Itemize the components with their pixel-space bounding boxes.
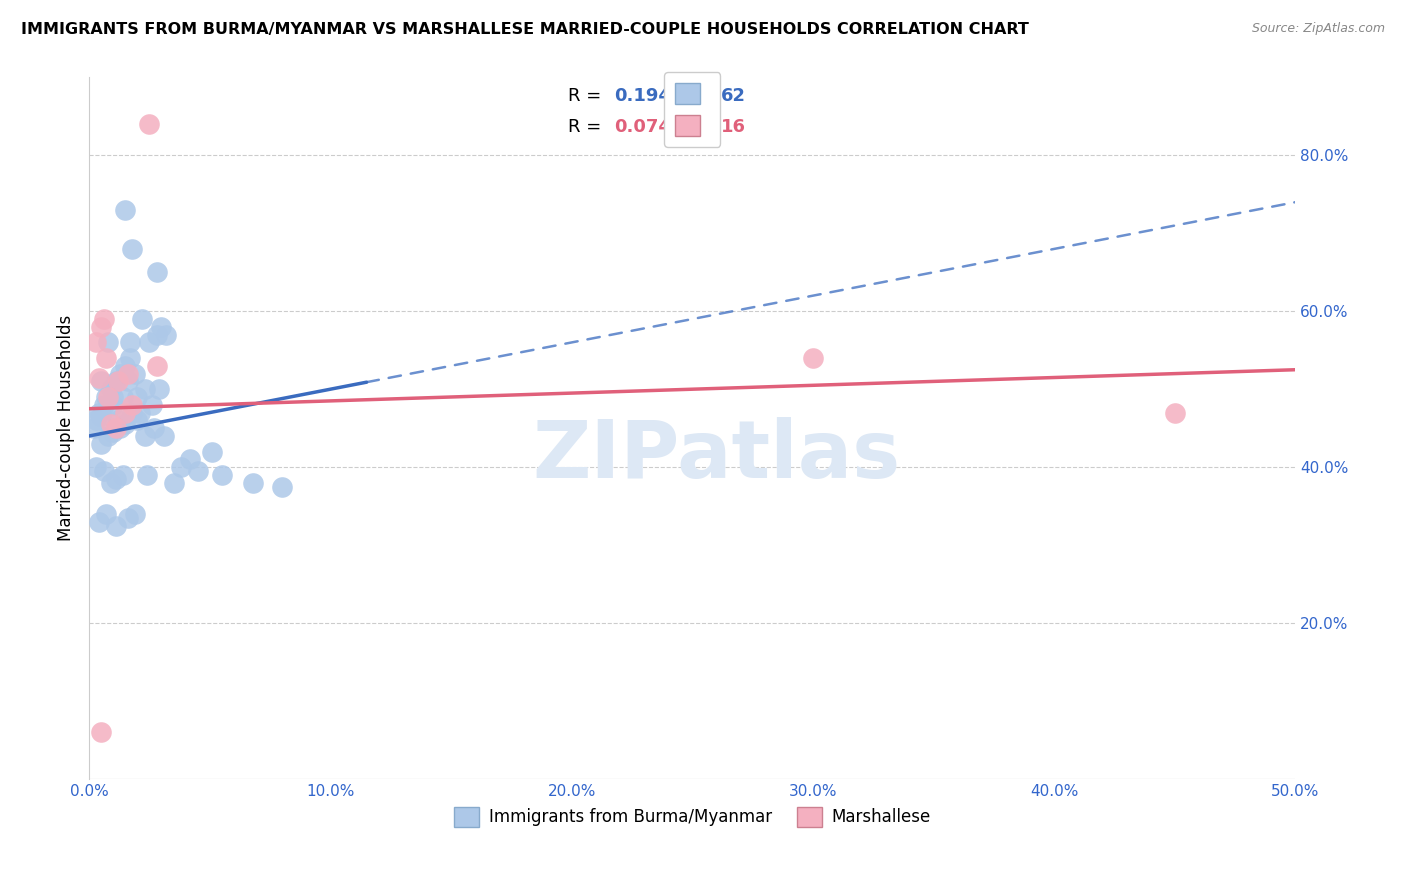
Point — [145, 359, 167, 373]
Legend: Immigrants from Burma/Myanmar, Marshallese: Immigrants from Burma/Myanmar, Marshalle… — [447, 800, 938, 834]
Text: ZIPatlas: ZIPatlas — [533, 417, 900, 495]
Point — [187, 464, 209, 478]
Point — [128, 406, 150, 420]
Point — [111, 390, 134, 404]
Point — [84, 413, 107, 427]
Point — [121, 242, 143, 256]
Point — [155, 327, 177, 342]
Point — [87, 515, 110, 529]
Point — [94, 351, 117, 365]
Point — [127, 390, 149, 404]
Text: 0.194: 0.194 — [614, 87, 671, 105]
Point — [211, 467, 233, 482]
Point — [138, 335, 160, 350]
Text: IMMIGRANTS FROM BURMA/MYANMAR VS MARSHALLESE MARRIED-COUPLE HOUSEHOLDS CORRELATI: IMMIGRANTS FROM BURMA/MYANMAR VS MARSHAL… — [21, 22, 1029, 37]
Point — [103, 390, 125, 404]
Point — [83, 421, 105, 435]
Text: R =: R = — [568, 87, 607, 105]
Point — [90, 725, 112, 739]
Point — [90, 319, 112, 334]
Point — [84, 460, 107, 475]
Point — [87, 370, 110, 384]
Point — [150, 319, 173, 334]
Point — [103, 425, 125, 439]
Point — [162, 475, 184, 490]
Point — [145, 327, 167, 342]
Point — [100, 382, 122, 396]
Point — [93, 398, 115, 412]
Point — [271, 480, 294, 494]
Point — [94, 390, 117, 404]
Point — [120, 335, 142, 350]
Point — [114, 202, 136, 217]
Point — [114, 359, 136, 373]
Point — [136, 467, 159, 482]
Point — [104, 375, 127, 389]
Y-axis label: Married-couple Households: Married-couple Households — [58, 315, 75, 541]
Point — [141, 398, 163, 412]
Point — [121, 398, 143, 412]
Point — [104, 472, 127, 486]
Point — [801, 351, 824, 365]
Text: R =: R = — [568, 118, 607, 136]
Point — [100, 417, 122, 432]
Point — [107, 413, 129, 427]
Point — [170, 460, 193, 475]
Point — [134, 429, 156, 443]
Point — [153, 429, 176, 443]
Point — [242, 475, 264, 490]
Point — [117, 367, 139, 381]
Point — [138, 117, 160, 131]
Point — [114, 406, 136, 420]
Point — [134, 382, 156, 396]
Point — [110, 421, 132, 435]
Point — [131, 312, 153, 326]
Point — [97, 390, 120, 404]
Point — [148, 382, 170, 396]
Point — [145, 265, 167, 279]
Point — [97, 335, 120, 350]
Point — [104, 518, 127, 533]
Point — [94, 507, 117, 521]
Point — [143, 421, 166, 435]
Point — [110, 367, 132, 381]
Point — [179, 452, 201, 467]
Point — [93, 464, 115, 478]
Point — [90, 409, 112, 424]
Point — [93, 312, 115, 326]
Point — [121, 406, 143, 420]
Point — [107, 375, 129, 389]
Point — [97, 429, 120, 443]
Text: N =: N = — [676, 118, 717, 136]
Point — [100, 475, 122, 490]
Point — [117, 511, 139, 525]
Point — [90, 436, 112, 450]
Point — [201, 444, 224, 458]
Text: 0.074: 0.074 — [614, 118, 671, 136]
Point — [104, 421, 127, 435]
Point — [124, 507, 146, 521]
Text: Source: ZipAtlas.com: Source: ZipAtlas.com — [1251, 22, 1385, 36]
Point — [111, 467, 134, 482]
Point — [114, 417, 136, 432]
Point — [87, 406, 110, 420]
Point — [1164, 406, 1187, 420]
Point — [117, 375, 139, 389]
Point — [124, 367, 146, 381]
Point — [103, 398, 125, 412]
Point — [90, 375, 112, 389]
Point — [127, 413, 149, 427]
Text: N =: N = — [676, 87, 717, 105]
Text: 62: 62 — [721, 87, 747, 105]
Point — [120, 351, 142, 365]
Point — [84, 335, 107, 350]
Text: 16: 16 — [721, 118, 747, 136]
